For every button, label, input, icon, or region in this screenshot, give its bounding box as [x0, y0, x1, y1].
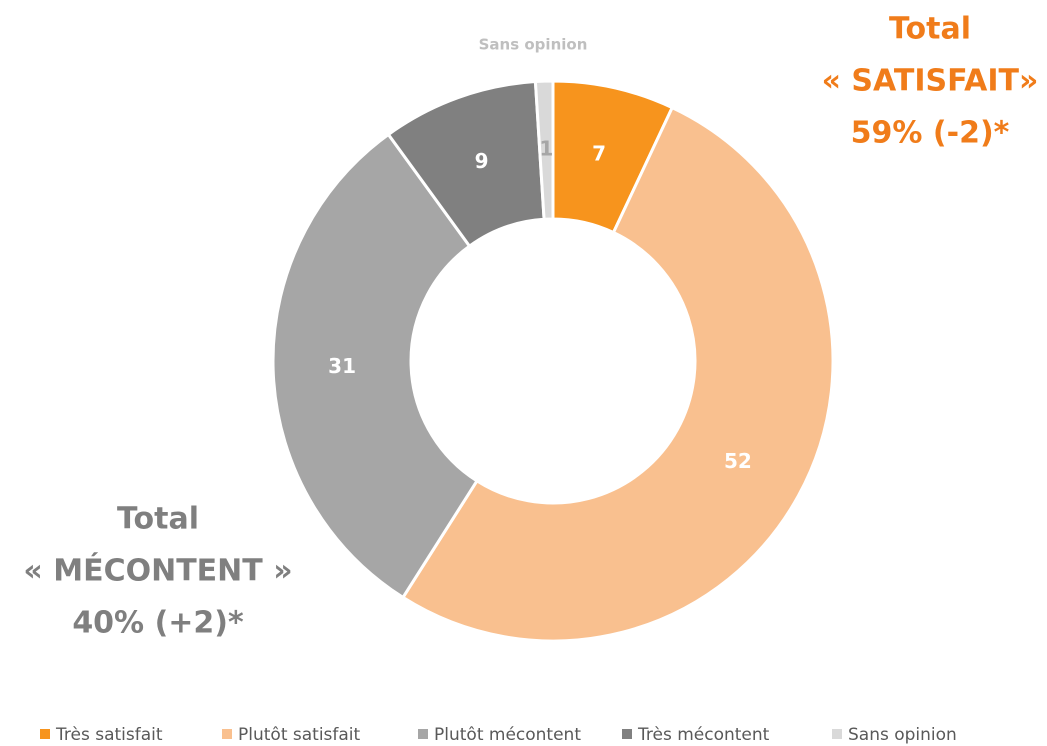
legend-label: Plutôt satisfait: [238, 725, 361, 745]
slice: [533, 79, 555, 221]
outside-label: Sans opinion: [479, 36, 588, 54]
legend-label: Sans opinion: [848, 725, 957, 745]
slice: [400, 105, 835, 643]
legend-swatch: [40, 729, 50, 739]
data-label: 1: [539, 137, 553, 161]
annotation: « MÉCONTENT »: [23, 553, 292, 589]
data-label: 31: [328, 354, 356, 378]
data-label: 7: [592, 142, 606, 166]
slice: [271, 132, 479, 600]
legend-label: Très satisfait: [55, 725, 163, 745]
annotation: 40% (+2)*: [72, 606, 244, 641]
annotation: Total: [889, 12, 971, 47]
data-label: 52: [724, 449, 752, 473]
annotation: Total: [117, 502, 199, 537]
legend-swatch: [418, 729, 428, 739]
legend-swatch: [832, 729, 842, 739]
legend-label: Plutôt mécontent: [434, 725, 581, 745]
legend-swatch: [222, 729, 232, 739]
legend-label: Très mécontent: [637, 725, 770, 745]
data-label: 9: [475, 149, 489, 173]
annotation: 59% (-2)*: [851, 116, 1010, 151]
annotation: « SATISFAIT»: [822, 64, 1039, 99]
legend-swatch: [622, 729, 632, 739]
